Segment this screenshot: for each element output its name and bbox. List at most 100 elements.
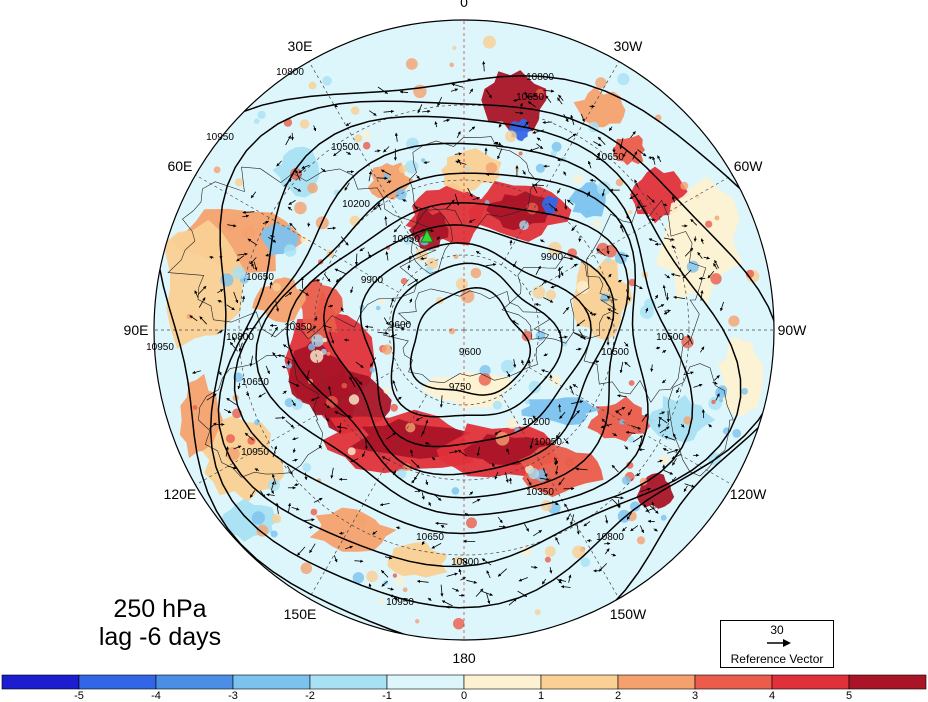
contour-label: 9750 [449, 382, 472, 393]
wind-vector [684, 247, 694, 257]
wind-vector [333, 555, 338, 563]
wind-vector [232, 336, 236, 343]
wind-vector [300, 276, 304, 289]
wind-vector [455, 160, 467, 165]
height-contour [323, 224, 615, 476]
wind-vector [497, 516, 503, 524]
wind-vector [241, 295, 246, 303]
wind-vector [475, 250, 481, 255]
wind-vector [275, 502, 279, 514]
wind-vector [512, 320, 519, 325]
wind-vector [420, 256, 427, 261]
wind-vector [517, 590, 528, 597]
wind-vector [551, 500, 559, 506]
wind-vector [384, 216, 388, 226]
wind-vector [410, 449, 414, 457]
wind-vector [671, 453, 682, 459]
wind-vector [663, 203, 668, 207]
wind-vector [276, 160, 282, 167]
wind-vector [542, 120, 553, 125]
wind-vector [345, 122, 351, 127]
wind-vector [199, 316, 207, 325]
wind-vector [292, 448, 296, 454]
wind-vector [601, 418, 610, 427]
wind-vector [244, 432, 254, 441]
wind-vector [467, 78, 472, 82]
wind-vector [559, 411, 566, 419]
colorbar-swatch [771, 674, 850, 690]
wind-vector [553, 457, 557, 466]
wind-vector [491, 463, 496, 468]
wind-vector [584, 306, 594, 315]
contour-label: 9900 [541, 252, 564, 263]
wind-vector [268, 236, 277, 243]
colorbar-swatch [78, 674, 157, 690]
wind-vector [672, 433, 677, 440]
wind-vector [586, 191, 591, 197]
wind-vector [383, 109, 395, 114]
wind-vector [568, 574, 572, 583]
wind-vector [563, 171, 567, 176]
wind-vector [683, 485, 688, 492]
reference-vector-value: 30 [770, 623, 784, 637]
wind-vector [603, 542, 611, 546]
wind-vector [225, 446, 229, 457]
wind-vector [673, 295, 686, 299]
wind-vector [304, 472, 308, 481]
wind-vector [640, 487, 651, 493]
wind-vector [682, 269, 692, 279]
wind-vector [509, 239, 513, 246]
wind-vector [630, 525, 639, 532]
wind-vector [482, 591, 493, 596]
wind-vector [446, 605, 452, 609]
wind-vector [676, 387, 680, 394]
colorbar-swatch [232, 674, 311, 690]
wind-vector [580, 113, 585, 123]
wind-vector [364, 325, 374, 329]
wind-vector [558, 335, 568, 339]
wind-vector [596, 152, 600, 161]
wind-vector [422, 109, 431, 113]
wind-vector [436, 236, 441, 240]
wind-vector [282, 344, 293, 352]
wind-vector [618, 279, 622, 283]
wind-vector [648, 238, 657, 243]
wind-vector [293, 187, 302, 192]
wind-vector [381, 169, 392, 176]
wind-vector [606, 295, 611, 300]
wind-vector [354, 559, 364, 563]
wind-vector [522, 169, 526, 175]
wind-vector [359, 247, 365, 252]
colorbar-swatch [848, 674, 927, 690]
wind-vector [556, 578, 562, 584]
contour-label: 10500 [601, 347, 629, 358]
wind-vector [227, 465, 237, 470]
lon-label: 0 [460, 0, 468, 10]
wind-vector [289, 222, 297, 231]
height-contours [155, 75, 774, 640]
wind-vector [548, 203, 558, 212]
wind-vector [663, 311, 670, 315]
wind-vector [288, 381, 300, 387]
wind-vector [373, 202, 381, 211]
wind-vector [333, 149, 342, 157]
wind-vector [558, 329, 562, 342]
wind-vector [662, 284, 667, 297]
wind-vector [324, 403, 331, 409]
wind-vector [662, 379, 667, 384]
wind-vector [542, 468, 548, 478]
wind-vector [397, 326, 405, 330]
wind-vector [626, 289, 631, 301]
wind-vector [550, 285, 559, 289]
wind-vector [407, 278, 419, 287]
lon-label: 30W [614, 38, 644, 54]
wind-vector [545, 95, 552, 103]
wind-vector [467, 187, 473, 198]
wind-vector [554, 457, 559, 465]
wind-vector [377, 86, 388, 94]
contour-label: 10950 [386, 597, 414, 608]
wind-vector [555, 465, 559, 475]
wind-vector [563, 256, 574, 261]
wind-vector [671, 245, 677, 249]
wind-vector [415, 416, 423, 421]
